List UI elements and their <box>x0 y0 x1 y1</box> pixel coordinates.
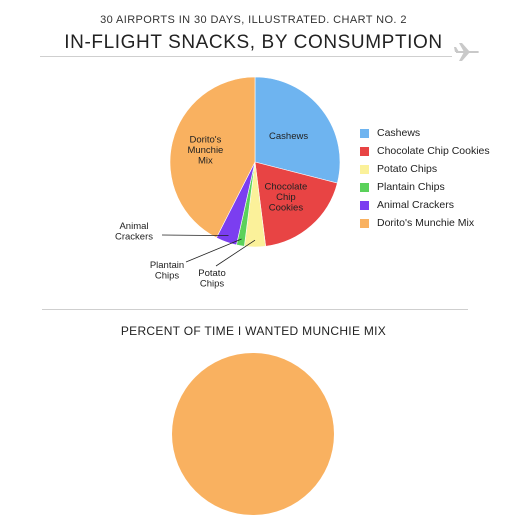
legend-swatch <box>360 164 369 174</box>
legend-swatch <box>360 128 369 138</box>
slice-label-cashews: Cashews <box>269 131 308 142</box>
leader-line-plantain-chips <box>185 238 242 263</box>
leader-line-potato-chips <box>215 239 256 267</box>
legend-label: Plantain Chips <box>377 181 445 193</box>
slice-label-plantain-chips: Plantain Chips <box>150 260 184 282</box>
title-divider <box>40 56 452 57</box>
slice-label-animal-crackers: Animal Crackers <box>115 221 153 243</box>
legend-label: Animal Crackers <box>377 199 455 211</box>
slice-label-dorito-s-munchie-mix: Dorito's Munchie Mix <box>187 135 223 167</box>
legend-item-dorito-s-munchie-mix: Dorito's Munchie Mix <box>360 214 490 232</box>
chart-supertitle: 30 AIRPORTS IN 30 DAYS, ILLUSTRATED. CHA… <box>100 14 407 26</box>
munchie-pie <box>172 353 334 515</box>
legend-item-plantain-chips: Plantain Chips <box>360 178 490 196</box>
pie-slice-cashews <box>254 76 341 184</box>
munchie-chart-title: PERCENT OF TIME I WANTED MUNCHIE MIX <box>120 324 387 338</box>
legend-swatch <box>360 146 369 156</box>
snack-pie <box>169 76 341 248</box>
legend-label: Chocolate Chip Cookies <box>377 145 490 157</box>
snack-legend: Cashews Chocolate Chip Cookies Potato Chip… <box>360 124 490 232</box>
legend-item-potato-chips: Potato Chips <box>360 160 490 178</box>
airplane-icon <box>454 43 479 61</box>
legend-item-animal-crackers: Animal Crackers <box>360 196 490 214</box>
legend-item-chocolate-chip-cookies: Chocolate Chip Cookies <box>360 142 490 160</box>
pie-slice-chocolate-chip-cookies <box>254 161 338 247</box>
slice-label-potato-chips: Potato Chips <box>198 268 225 290</box>
legend-label: Dorito's Munchie Mix <box>377 217 475 229</box>
pie-slice-munchie-mix <box>172 353 334 515</box>
slice-label-chocolate-chip-cookies: Chocolate Chip Cookies <box>265 182 308 214</box>
legend-swatch <box>360 200 369 210</box>
leader-line-animal-crackers <box>161 234 229 236</box>
legend-swatch <box>360 182 369 192</box>
legend-swatch <box>360 218 369 228</box>
legend-item-cashews: Cashews <box>360 124 490 142</box>
legend-label: Cashews <box>377 127 421 139</box>
pie-slice-dorito-s-munchie-mix <box>169 76 256 239</box>
snack-pie-labels: Cashews Chocolate Chip Cookies Dorito's Munch… <box>115 131 308 290</box>
section-divider <box>42 309 468 310</box>
legend-label: Potato Chips <box>377 163 438 175</box>
chart-title: IN-FLIGHT SNACKS, BY CONSUMPTION <box>64 32 443 53</box>
